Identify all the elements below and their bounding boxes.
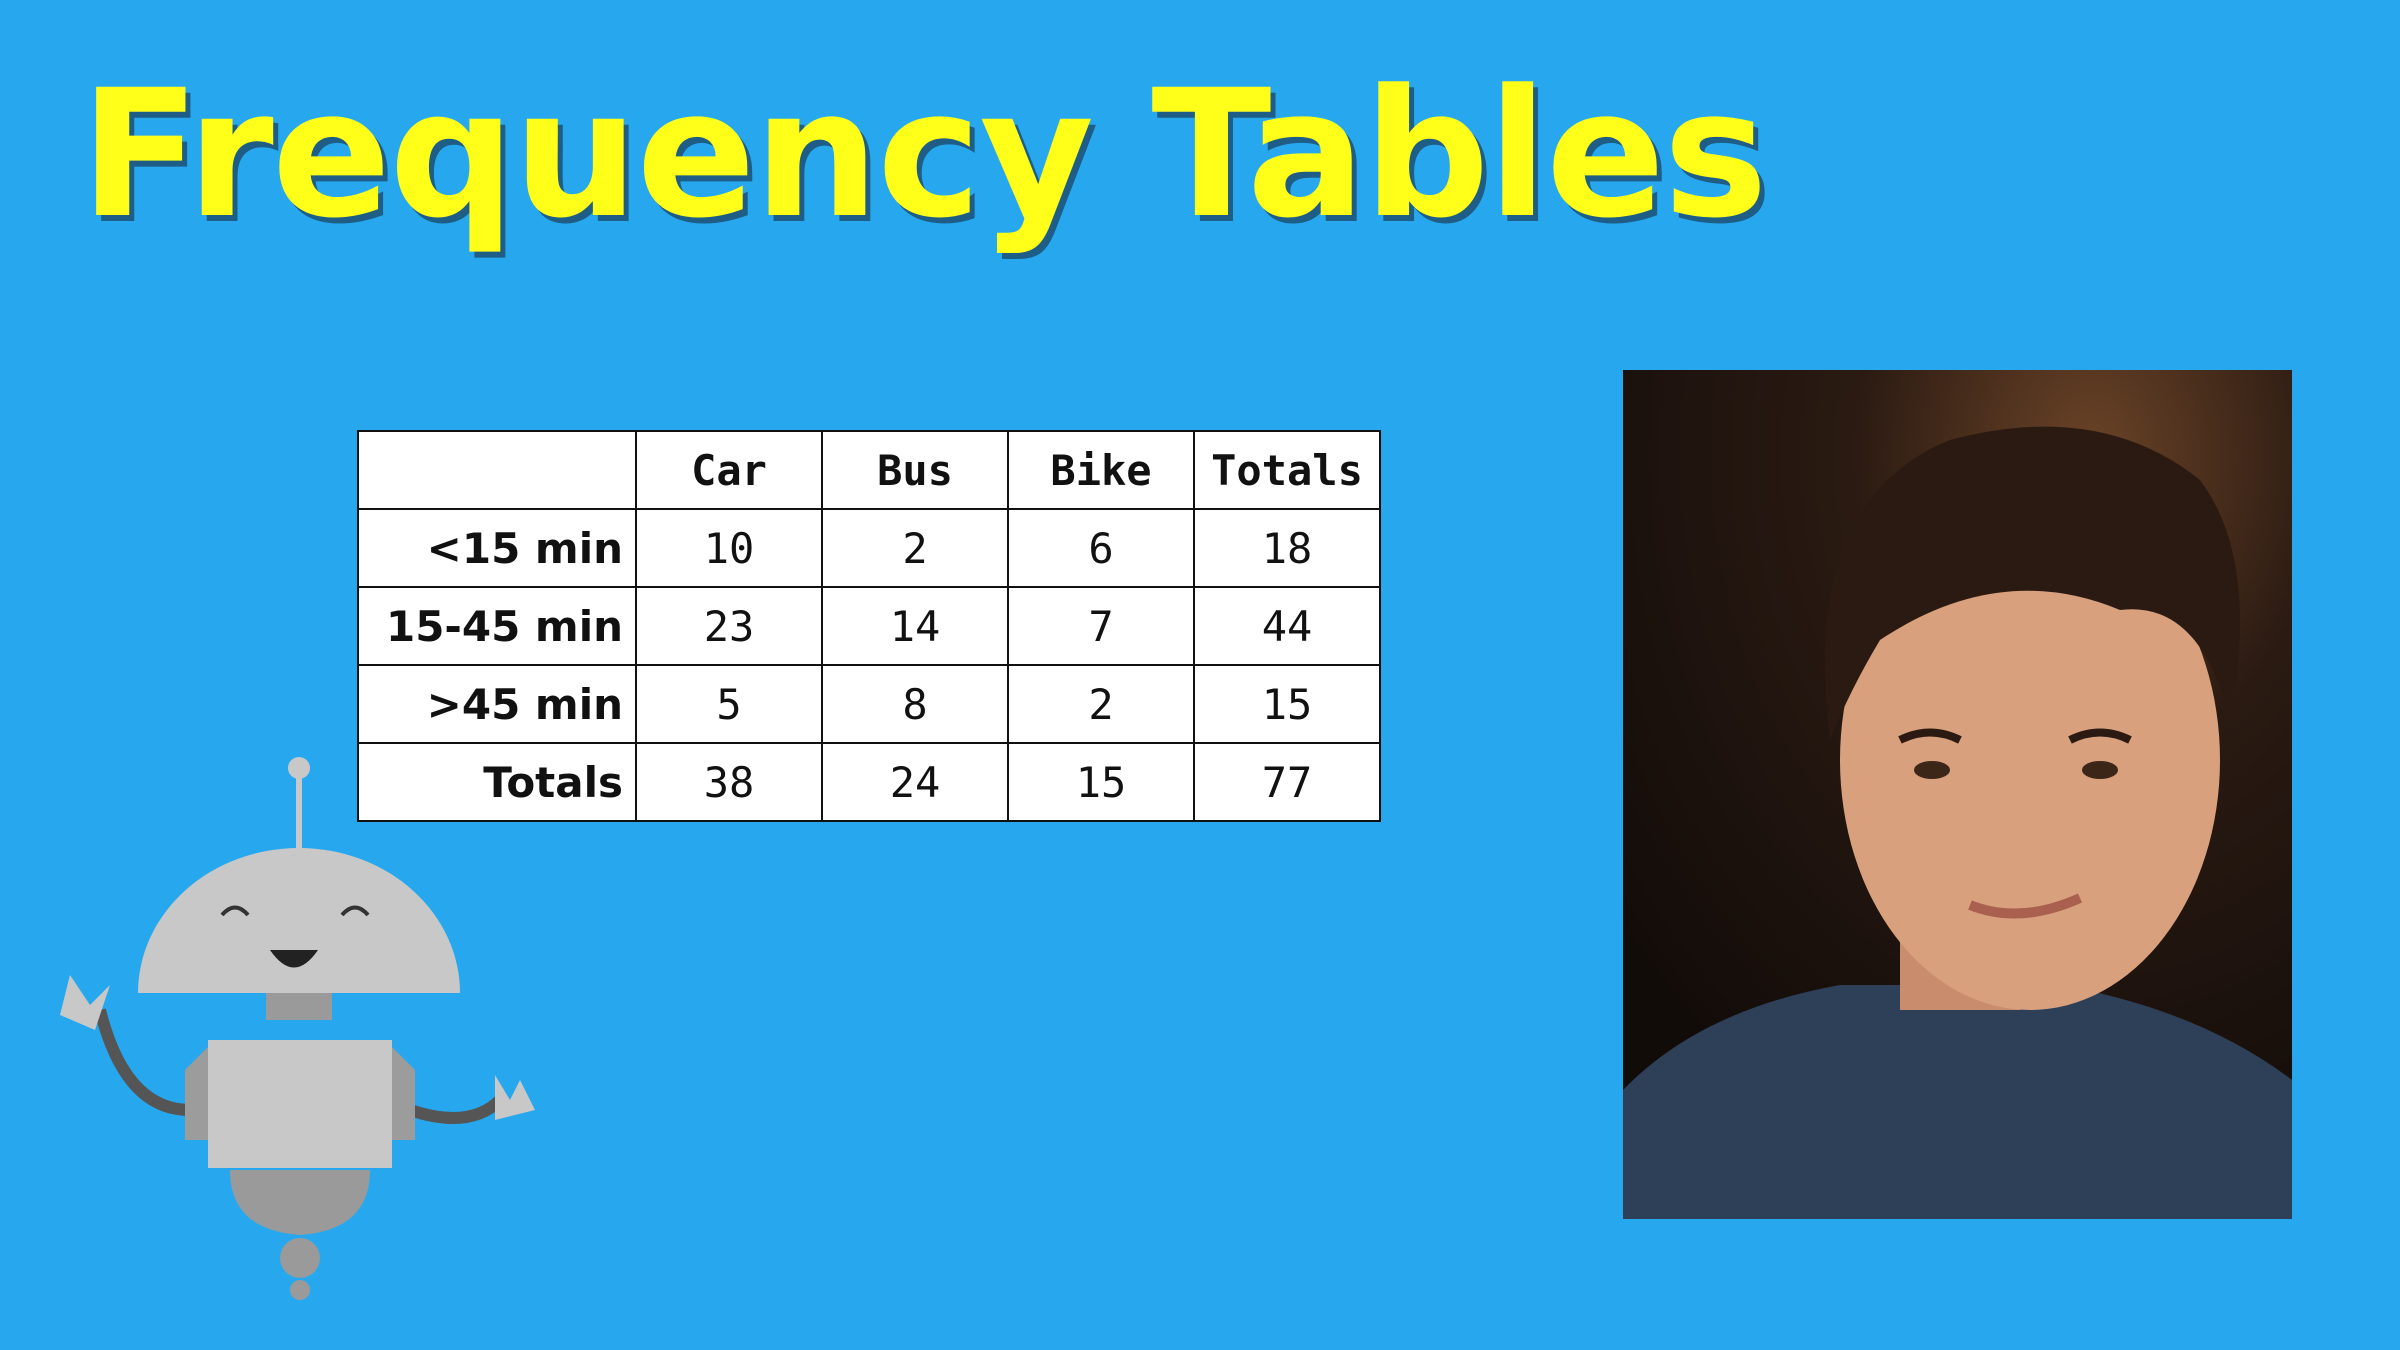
cell: 18	[1193, 508, 1381, 588]
cell: 6	[1007, 508, 1195, 588]
cell: 23	[635, 586, 823, 666]
table-row: Totals 38 24 15 77	[357, 742, 1381, 822]
row-label: 15-45 min	[357, 586, 637, 666]
cell: 2	[821, 508, 1009, 588]
robot-mascot	[60, 757, 535, 1300]
column-header: Totals	[1193, 430, 1381, 510]
cell: 24	[821, 742, 1009, 822]
row-label: >45 min	[357, 664, 637, 744]
row-label: <15 min	[357, 508, 637, 588]
cell: 44	[1193, 586, 1381, 666]
cell: 77	[1193, 742, 1381, 822]
cell: 15	[1193, 664, 1381, 744]
table-row: 15-45 min 23 14 7 44	[357, 586, 1381, 666]
portrait-photo	[1623, 370, 2292, 1219]
table-row: >45 min 5 8 2 15	[357, 664, 1381, 744]
cell: 10	[635, 508, 823, 588]
cell: 14	[821, 586, 1009, 666]
row-label: Totals	[357, 742, 637, 822]
cell: 7	[1007, 586, 1195, 666]
cell: 2	[1007, 664, 1195, 744]
cell: 5	[635, 664, 823, 744]
corner-cell	[357, 430, 637, 510]
cell: 8	[821, 664, 1009, 744]
slide-title: Frequency Tables	[80, 52, 1768, 257]
cell: 15	[1007, 742, 1195, 822]
cell: 38	[635, 742, 823, 822]
header-row: Car Bus Bike Totals	[357, 430, 1381, 510]
frequency-table: Car Bus Bike Totals <15 min 10 2 6 18 15-45 min 23…	[357, 430, 1381, 822]
column-header: Bike	[1007, 430, 1195, 510]
column-header: Car	[635, 430, 823, 510]
column-header: Bus	[821, 430, 1009, 510]
table-row: <15 min 10 2 6 18	[357, 508, 1381, 588]
